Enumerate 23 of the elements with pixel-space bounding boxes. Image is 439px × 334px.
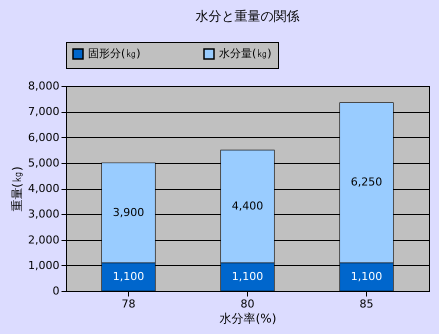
y-axis-title: 重量(㎏) <box>10 166 24 212</box>
data-label: 3,900 <box>112 206 144 219</box>
y-tick-label: 4,000 <box>28 182 60 195</box>
y-tick-label: 6,000 <box>28 130 60 144</box>
y-tick-label: 7,000 <box>28 105 60 118</box>
data-label: 1,100 <box>112 270 144 283</box>
chart-title: 水分と重量の関係 <box>196 10 300 24</box>
x-axis-title: 水分率(%) <box>220 312 276 326</box>
x-tick-label: 85 <box>360 298 374 310</box>
x-tick-label: 80 <box>240 298 254 310</box>
y-tick-label: 8,000 <box>28 80 60 92</box>
legend-label: 水分量(㎏) <box>219 47 272 60</box>
y-tick-label: 0 <box>52 284 60 298</box>
legend-label: 固形分(㎏) <box>88 47 141 60</box>
data-label: 1,100 <box>350 270 382 283</box>
x-tick-label: 78 <box>121 298 136 310</box>
data-label: 6,250 <box>350 176 382 189</box>
y-tick-label: 3,000 <box>28 208 60 221</box>
y-tick-label: 2,000 <box>28 233 60 246</box>
y-tick-label: 1,000 <box>28 258 60 272</box>
y-tick-label: 5,000 <box>28 156 60 170</box>
data-label: 1,100 <box>232 270 264 283</box>
data-label: 4,400 <box>232 199 264 212</box>
